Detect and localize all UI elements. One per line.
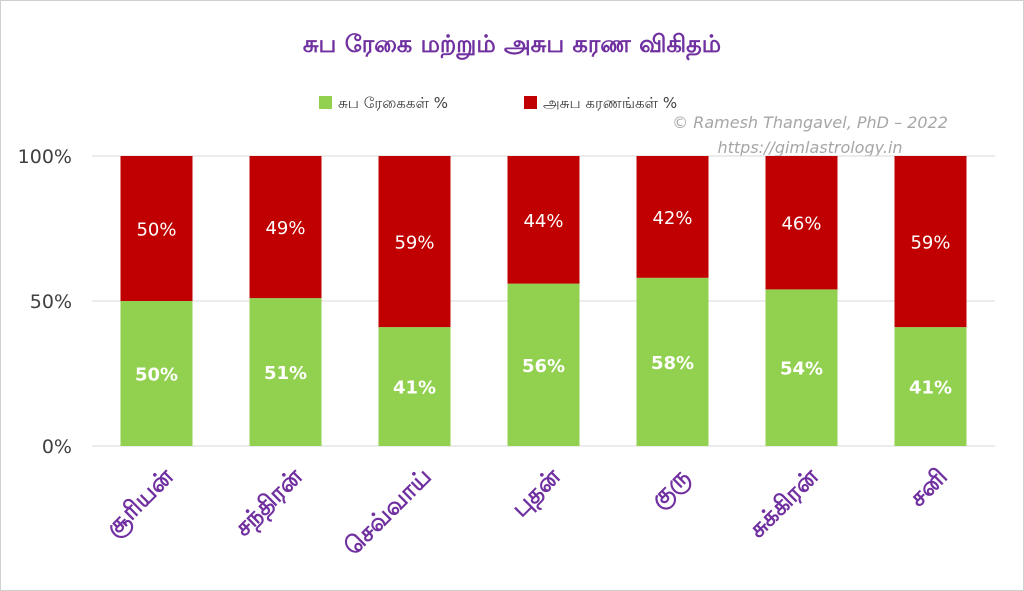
watermark-line-2: https://gimlastrology.in bbox=[717, 138, 902, 157]
x-category-label: குரு bbox=[644, 462, 696, 514]
data-label: 58% bbox=[651, 353, 694, 374]
x-category-label: சனி bbox=[903, 462, 952, 511]
watermark: © Ramesh Thangavel, PhD – 2022 https://g… bbox=[672, 113, 948, 157]
data-label: 41% bbox=[393, 378, 436, 399]
bar-segment bbox=[249, 298, 322, 446]
x-category-label: செவ்வாய் bbox=[338, 462, 436, 560]
data-label: 59% bbox=[394, 233, 434, 254]
data-label: 41% bbox=[909, 378, 952, 399]
bar-segment bbox=[894, 327, 967, 446]
bar-segment bbox=[378, 156, 451, 328]
legend-label: சுப ரேகைகள் % bbox=[338, 94, 448, 112]
chart-title: சுப ரேகை மற்றும் அசுப கரண விகிதம் bbox=[303, 30, 721, 61]
bar-segment bbox=[636, 156, 709, 278]
bar-segment bbox=[249, 156, 322, 299]
legend-label: அசுப கரணங்கள் % bbox=[543, 94, 677, 112]
x-category-label: சந்திரன் bbox=[229, 462, 311, 544]
data-label: 49% bbox=[265, 218, 305, 239]
data-label: 44% bbox=[523, 211, 563, 232]
data-label: 59% bbox=[910, 233, 950, 254]
data-label: 46% bbox=[781, 214, 821, 235]
data-label: 54% bbox=[780, 359, 823, 380]
bars: 50% 50% 51% 49% 41% 59% 56% 44% 58% 42% 54% 46% 41% 5… bbox=[120, 156, 967, 446]
bar-segment bbox=[765, 156, 838, 290]
bar-segment bbox=[636, 277, 709, 446]
bar-segment bbox=[120, 301, 193, 446]
x-category-label: புதன் bbox=[506, 462, 569, 525]
data-label: 50% bbox=[135, 365, 178, 386]
x-category-label: சூரியன் bbox=[99, 462, 181, 544]
legend: சுப ரேகைகள் % அசுப கரணங்கள் % bbox=[319, 94, 677, 112]
legend-swatch bbox=[524, 96, 537, 109]
bar-segment bbox=[507, 156, 580, 284]
bar-segment bbox=[120, 156, 193, 301]
data-label: 51% bbox=[264, 363, 307, 384]
bar-segment bbox=[507, 283, 580, 446]
data-label: 50% bbox=[136, 220, 176, 241]
bar-segment bbox=[894, 156, 967, 328]
y-tick-label: 50% bbox=[30, 291, 72, 313]
y-axis: 0% 50% 100% bbox=[18, 146, 72, 458]
legend-swatch bbox=[319, 96, 332, 109]
bar-segment bbox=[378, 327, 451, 446]
y-tick-label: 0% bbox=[42, 436, 72, 458]
data-label: 56% bbox=[522, 356, 565, 377]
x-axis: சூரியன் சந்திரன் செவ்வாய் புதன் குரு சுக்கிரன… bbox=[99, 462, 952, 561]
data-label: 42% bbox=[652, 208, 692, 229]
y-tick-label: 100% bbox=[18, 146, 72, 168]
x-category-label: சுக்கிரன் bbox=[743, 462, 824, 543]
watermark-line-1: © Ramesh Thangavel, PhD – 2022 bbox=[672, 113, 948, 132]
bar-segment bbox=[765, 289, 838, 446]
